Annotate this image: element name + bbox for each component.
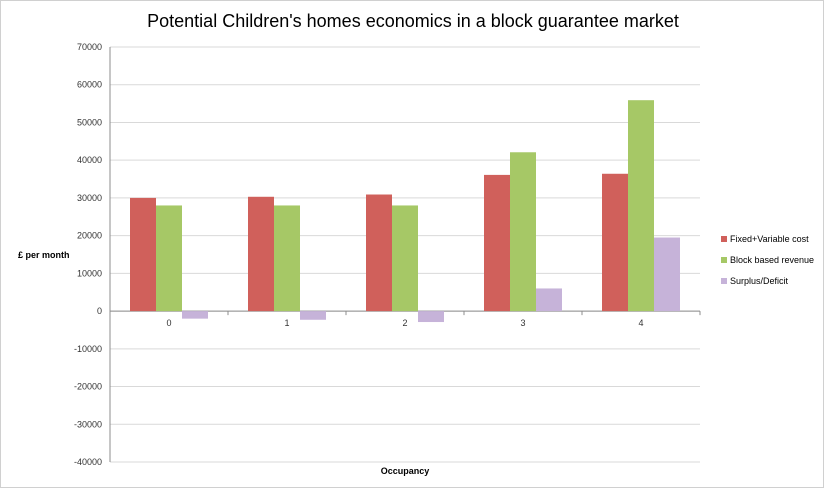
bar-1-1 (274, 205, 300, 312)
x-axis-title: Occupancy (381, 466, 430, 476)
legend-label: Surplus/Deficit (730, 276, 789, 286)
bar-1-0 (156, 205, 182, 312)
x-tick-label: 3 (520, 318, 525, 328)
bar-0-0 (130, 197, 156, 312)
y-tick-label: 40000 (77, 155, 102, 165)
bar-0-3 (484, 174, 510, 312)
y-tick-label: -30000 (74, 419, 102, 429)
legend-swatch (721, 236, 727, 242)
legend-label: Fixed+Variable cost (730, 234, 809, 244)
bar-1-4 (628, 100, 654, 312)
bar-0-2 (366, 194, 392, 312)
y-tick-label: 0 (97, 306, 102, 316)
y-tick-label: 20000 (77, 231, 102, 241)
legend-swatch (721, 278, 727, 284)
x-tick-label: 1 (284, 318, 289, 328)
bar-2-4 (654, 237, 680, 312)
bar-0-1 (248, 196, 274, 312)
bar-1-2 (392, 205, 418, 312)
bar-1-3 (510, 152, 536, 312)
bar-0-4 (602, 173, 628, 312)
y-tick-label: 60000 (77, 80, 102, 90)
y-tick-label: -20000 (74, 382, 102, 392)
bar-2-1 (300, 311, 326, 320)
x-tick-label: 4 (638, 318, 643, 328)
x-tick-label: 2 (402, 318, 407, 328)
y-tick-label: 10000 (77, 268, 102, 278)
y-tick-label: -40000 (74, 457, 102, 467)
y-tick-label: 30000 (77, 193, 102, 203)
y-tick-label: 50000 (77, 117, 102, 127)
x-tick-label: 0 (166, 318, 171, 328)
y-tick-label: -10000 (74, 344, 102, 354)
chart-title: Potential Children's homes economics in … (147, 11, 679, 31)
bar-2-3 (536, 288, 562, 312)
legend-swatch (721, 257, 727, 263)
bar-2-2 (418, 311, 444, 323)
y-axis-title: £ per month (18, 250, 70, 260)
legend-label: Block based revenue (730, 255, 814, 265)
y-tick-label: 70000 (77, 42, 102, 52)
bar-2-0 (182, 311, 208, 319)
